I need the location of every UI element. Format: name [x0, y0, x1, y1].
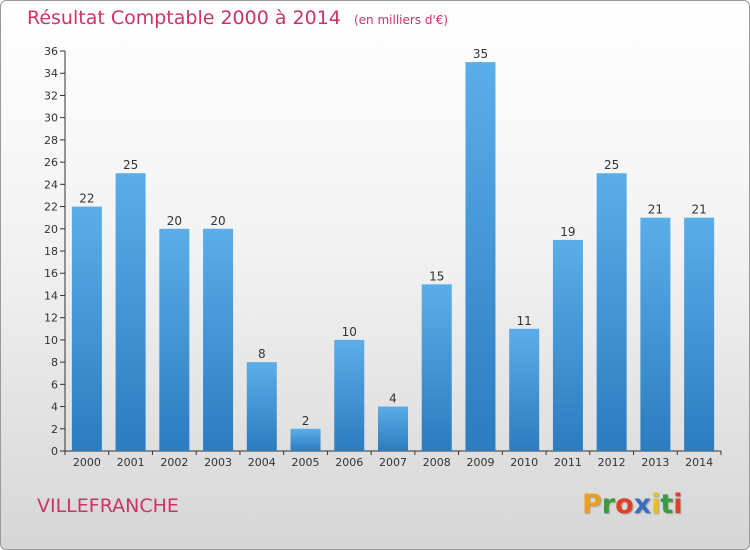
- logo-letter: i: [673, 489, 683, 520]
- proxiti-logo[interactable]: Proxiti: [582, 489, 683, 520]
- data-label: 8: [258, 347, 266, 361]
- data-label: 25: [123, 158, 138, 172]
- y-tick-label: 36: [44, 45, 58, 58]
- data-label: 21: [691, 203, 706, 217]
- x-tick-label: 2014: [685, 456, 713, 469]
- bar[interactable]: [465, 62, 496, 451]
- bar[interactable]: [684, 217, 715, 451]
- data-label: 22: [79, 192, 94, 206]
- logo-letter: x: [633, 489, 652, 520]
- y-tick-label: 4: [51, 401, 58, 414]
- y-tick-label: 24: [44, 178, 58, 191]
- x-tick-label: 2008: [423, 456, 451, 469]
- x-tick-label: 2002: [160, 456, 188, 469]
- bar[interactable]: [378, 406, 408, 451]
- data-label: 15: [429, 269, 444, 283]
- x-tick-label: 2013: [641, 456, 669, 469]
- y-tick-label: 2: [51, 423, 58, 436]
- x-tick-label: 2005: [292, 456, 320, 469]
- x-tick-label: 2006: [335, 456, 363, 469]
- data-label: 35: [473, 47, 488, 61]
- y-tick-label: 26: [44, 156, 58, 169]
- bar[interactable]: [509, 328, 540, 451]
- data-label: 4: [389, 392, 397, 406]
- bar[interactable]: [159, 228, 190, 451]
- bar[interactable]: [640, 217, 671, 451]
- data-label: 20: [167, 214, 182, 228]
- data-label: 10: [342, 325, 357, 339]
- bar[interactable]: [421, 284, 452, 451]
- bar[interactable]: [552, 239, 583, 451]
- chart-subtitle: (en milliers d'€): [353, 13, 449, 27]
- y-tick-label: 16: [44, 267, 58, 280]
- bar[interactable]: [203, 228, 234, 451]
- title-row: Résultat Comptable 2000 à 2014 (en milli…: [27, 7, 448, 29]
- bar[interactable]: [115, 173, 146, 451]
- x-tick-label: 2012: [598, 456, 626, 469]
- y-tick-label: 12: [44, 312, 58, 325]
- x-tick-label: 2009: [466, 456, 494, 469]
- y-tick-label: 14: [44, 289, 58, 302]
- y-tick-label: 0: [51, 445, 58, 458]
- y-tick-label: 22: [44, 201, 58, 214]
- y-tick-label: 10: [44, 334, 58, 347]
- y-tick-label: 34: [44, 67, 58, 80]
- logo-letter: P: [582, 489, 602, 520]
- commune-name: VILLEFRANCHE: [37, 495, 179, 517]
- bar[interactable]: [596, 173, 627, 451]
- data-label: 2: [302, 414, 310, 428]
- x-tick-label: 2011: [554, 456, 582, 469]
- data-label: 11: [517, 314, 532, 328]
- x-tick-label: 2003: [204, 456, 232, 469]
- data-label: 21: [648, 203, 663, 217]
- y-tick-label: 20: [44, 223, 58, 236]
- bar[interactable]: [334, 339, 365, 451]
- x-tick-label: 2010: [510, 456, 538, 469]
- data-label: 19: [560, 225, 575, 239]
- y-tick-label: 18: [44, 245, 58, 258]
- bar[interactable]: [246, 362, 277, 451]
- y-tick-label: 8: [51, 356, 58, 369]
- y-tick-label: 30: [44, 112, 58, 125]
- bar[interactable]: [71, 206, 102, 451]
- y-tick-label: 6: [51, 378, 58, 391]
- x-tick-label: 2000: [73, 456, 101, 469]
- y-tick-label: 28: [44, 134, 58, 147]
- x-tick-label: 2004: [248, 456, 276, 469]
- bar[interactable]: [290, 428, 321, 451]
- x-tick-label: 2007: [379, 456, 407, 469]
- y-tick-label: 32: [44, 89, 58, 102]
- x-tick-label: 2001: [117, 456, 145, 469]
- logo-letter: o: [615, 489, 634, 520]
- data-label: 20: [210, 214, 225, 228]
- chart-title: Résultat Comptable 2000 à 2014: [27, 7, 341, 29]
- logo-letter: r: [601, 489, 616, 520]
- data-label: 25: [604, 158, 619, 172]
- logo-letter: i: [651, 489, 661, 520]
- logo-letter: t: [660, 489, 674, 520]
